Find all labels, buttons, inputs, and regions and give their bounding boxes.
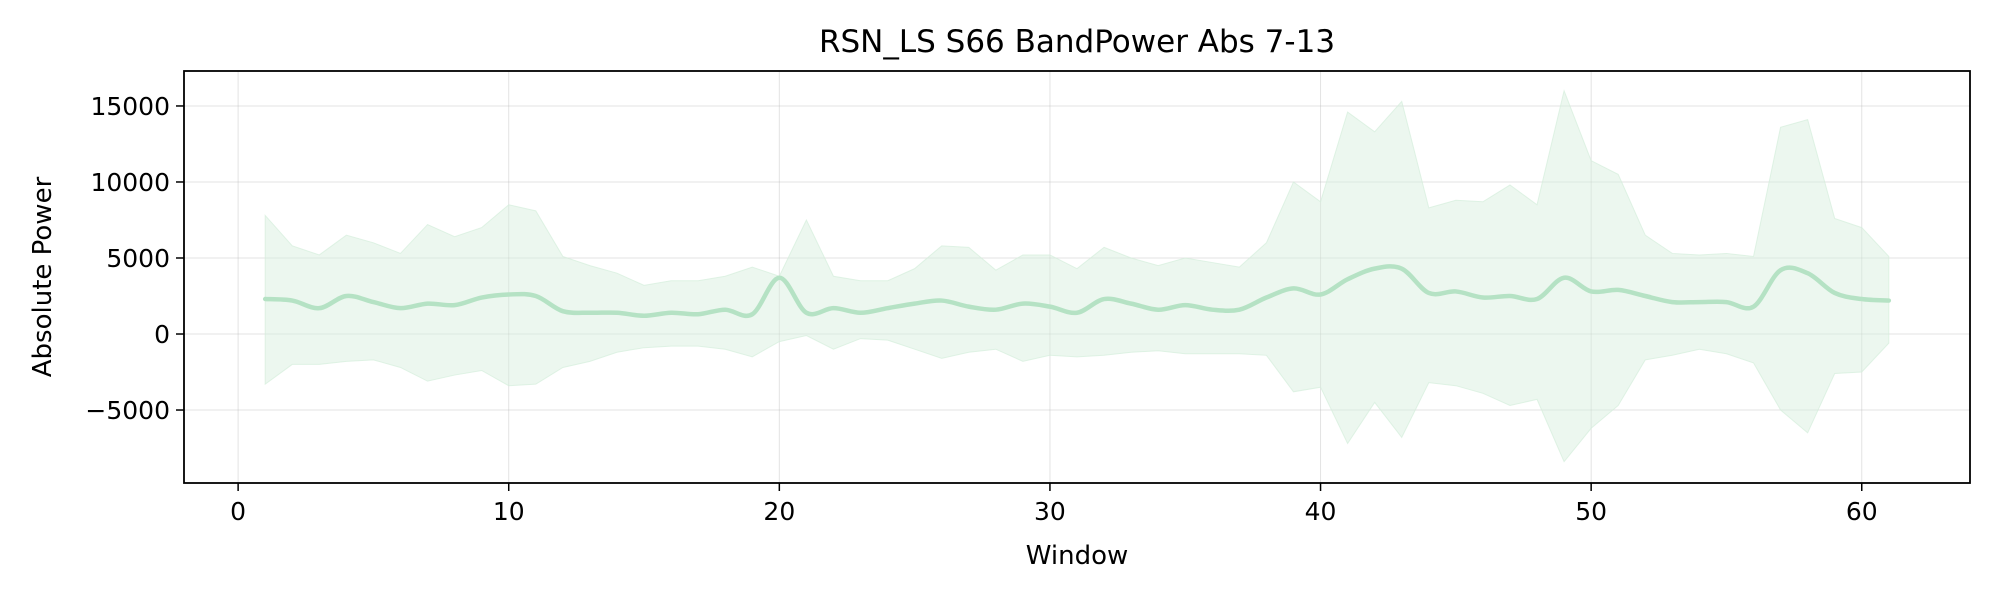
mean-line <box>262 264 1892 319</box>
grid <box>184 71 1970 483</box>
x-axis-ticks: 0 10 20 30 40 50 60 <box>230 483 1878 526</box>
x-tick-label: 30 <box>1034 497 1066 526</box>
y-axis-ticks: −5000 0 5000 10000 15000 <box>85 92 184 425</box>
y-tick-label: 15000 <box>90 92 170 121</box>
y-axis-label: Absolute Power <box>28 176 58 377</box>
y-tick-label: −5000 <box>85 396 170 425</box>
mean-line-layer <box>262 264 1892 319</box>
x-tick-label: 50 <box>1575 497 1607 526</box>
y-tick-label: 10000 <box>90 168 170 197</box>
std-band-layer <box>264 89 1890 463</box>
x-tick-label: 40 <box>1305 497 1337 526</box>
x-tick-label: 60 <box>1846 497 1878 526</box>
std-band <box>264 89 1890 463</box>
plot-frame <box>183 70 1971 484</box>
chart-title: RSN_LS S66 BandPower Abs 7-13 <box>819 24 1335 60</box>
y-tick-label: 0 <box>154 320 170 349</box>
y-tick-label: 5000 <box>106 244 170 273</box>
x-tick-label: 10 <box>493 497 525 526</box>
x-tick-label: 0 <box>230 497 246 526</box>
x-axis-label: Window <box>1026 541 1129 571</box>
x-tick-label: 20 <box>763 497 795 526</box>
